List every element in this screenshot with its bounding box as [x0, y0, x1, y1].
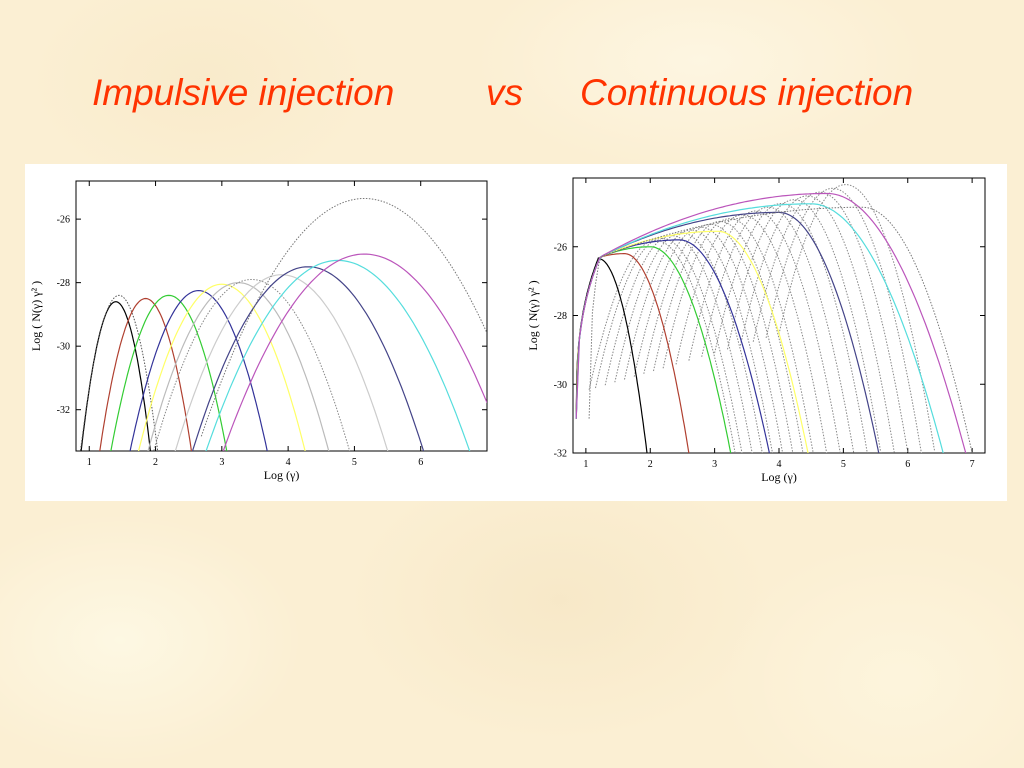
spectrum-curve [575, 211, 880, 453]
y-axis-label: Log ( N(γ) γ² ) [29, 281, 43, 351]
spectrum-curve [588, 206, 973, 453]
x-tick-label: 4 [777, 459, 782, 470]
y-tick-label: -30 [554, 380, 567, 391]
x-tick-label: 2 [648, 459, 653, 470]
bundle-curve [752, 191, 909, 453]
plot-frame [75, 180, 488, 452]
bundle-curve [701, 206, 855, 453]
spectrum-curve [575, 257, 648, 453]
spectrum-curve [147, 281, 330, 451]
x-tick-label: 6 [418, 457, 423, 468]
x-tick-label: 2 [153, 457, 158, 468]
x-tick-label: 5 [841, 459, 846, 470]
bundle-curve [604, 235, 753, 453]
spectrum-curve [110, 294, 228, 451]
spectrum-curve [222, 253, 487, 451]
spectrum-curve [79, 294, 159, 451]
y-tick-label: -30 [57, 342, 70, 353]
bundle-curve [588, 239, 736, 453]
y-tick-label: -32 [57, 405, 70, 416]
x-tick-label: 1 [583, 459, 588, 470]
slide-title: Impulsive injection vs Continuous inject… [0, 72, 1024, 124]
x-tick-label: 5 [352, 457, 357, 468]
bundle-curve [662, 218, 814, 453]
x-tick-label: 7 [970, 459, 975, 470]
figure-panel: 1 2 3 4 5 6 -26 -28 -30 -32 Log (γ) Log ( N(γ) γ² )… [25, 164, 1007, 501]
x-axis-label: Log (γ) [264, 468, 300, 482]
spectrum-curve [129, 289, 268, 451]
x-tick-label: 4 [286, 457, 291, 468]
x-tick-label: 6 [905, 459, 910, 470]
spectrum-curve [575, 230, 809, 453]
y-tick-label: -26 [57, 215, 70, 226]
bundle-curve [653, 220, 804, 453]
x-axis-label: Log (γ) [761, 470, 797, 484]
x-tick-label: 3 [219, 457, 224, 468]
title-continuous: Continuous injection [580, 72, 914, 113]
bundle-curve [727, 199, 882, 453]
title-impulsive: Impulsive injection [92, 72, 395, 113]
spectrum-curve [575, 192, 967, 453]
spectrum-curve [575, 253, 690, 453]
title-vs: vs [486, 72, 523, 113]
bundle-curve [633, 226, 784, 453]
bundle-curve [778, 184, 935, 451]
bundle-curve [643, 223, 794, 453]
y-tick-label: -28 [57, 278, 70, 289]
x-tick-label: 1 [87, 457, 92, 468]
spectrum-curve [575, 239, 771, 453]
spectrum-curve [191, 266, 425, 451]
y-tick-label: -28 [554, 311, 567, 322]
spectrum-curve [174, 274, 389, 451]
y-tick-label: -26 [554, 242, 567, 253]
plot-frame [572, 177, 986, 454]
spectrum-curve [575, 203, 944, 453]
y-tick-label: -32 [554, 449, 567, 460]
bundle-curve [595, 238, 743, 453]
spectrum-curve [80, 301, 152, 451]
bundle-curve [739, 195, 895, 453]
bundle-curve [675, 214, 828, 453]
bundle-curve [688, 210, 841, 453]
spectrum-curve [205, 259, 471, 451]
bundle-curve [765, 187, 922, 453]
bundle-curve [614, 232, 763, 453]
x-tick-label: 3 [712, 459, 717, 470]
spectrum-curve [137, 283, 306, 451]
spectrum-curve [153, 278, 351, 451]
continuous-chart: 1 2 3 4 5 6 7 -26 -28 -30 -32 Log (γ) Log ( N(γ) γ² … [526, 177, 986, 484]
impulsive-chart: 1 2 3 4 5 6 -26 -28 -30 -32 Log (γ) Log ( N(γ) γ² ) [29, 180, 488, 482]
spectrum-curve [99, 297, 193, 451]
bundle-curve [714, 203, 868, 453]
y-axis-label: Log ( N(γ) γ² ) [526, 280, 540, 350]
